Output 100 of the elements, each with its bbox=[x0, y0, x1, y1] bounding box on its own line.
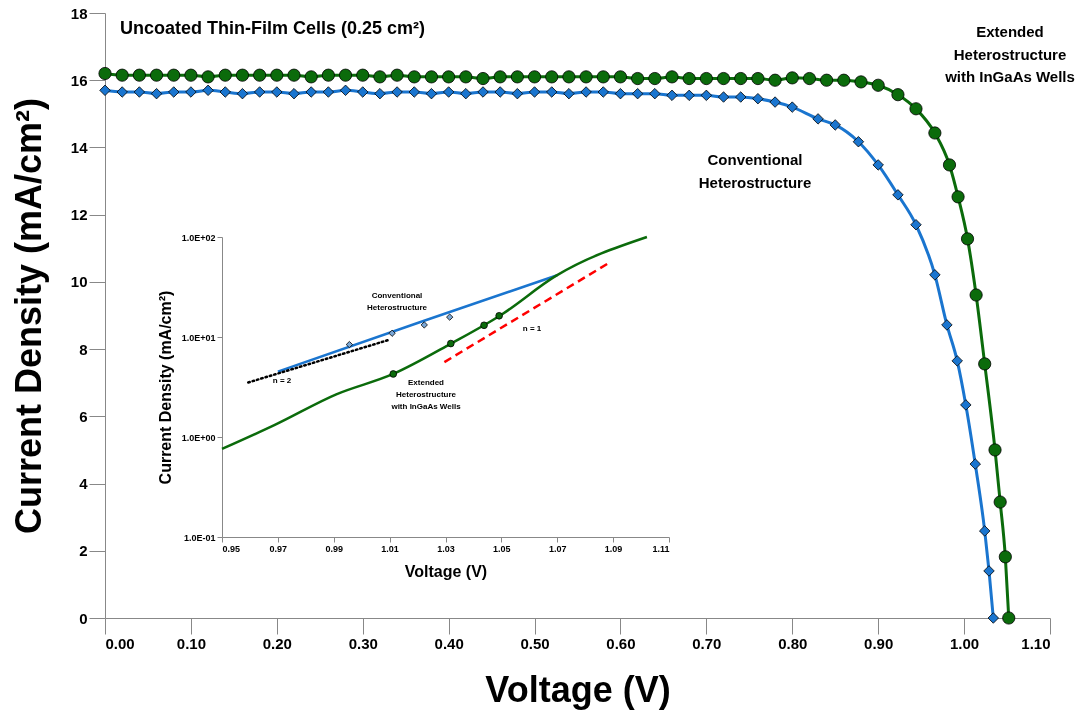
y-tick-label: 10 bbox=[70, 273, 88, 291]
point bbox=[407, 70, 421, 84]
point bbox=[786, 101, 798, 113]
x-tick-label: 1.05 bbox=[493, 543, 511, 554]
x-tick-label: 0.70 bbox=[692, 634, 722, 652]
point bbox=[322, 86, 335, 98]
y-tick-label: 1.0E-01 bbox=[183, 532, 216, 543]
point bbox=[734, 72, 748, 86]
point bbox=[987, 612, 999, 624]
point bbox=[802, 72, 816, 86]
point bbox=[339, 84, 352, 96]
y-tick-label: 4 bbox=[79, 475, 89, 493]
point bbox=[185, 86, 197, 98]
point bbox=[202, 84, 214, 96]
point bbox=[969, 288, 983, 302]
point bbox=[717, 91, 730, 103]
y-tick-label: 18 bbox=[70, 4, 88, 22]
point bbox=[98, 66, 112, 81]
point bbox=[494, 86, 506, 98]
y-tick-label: 16 bbox=[70, 71, 88, 89]
point bbox=[424, 70, 438, 84]
point bbox=[339, 68, 353, 82]
point bbox=[304, 70, 318, 84]
point bbox=[929, 269, 941, 281]
x-tick-label: 0.00 bbox=[105, 634, 135, 652]
point bbox=[546, 86, 558, 98]
point bbox=[769, 96, 781, 108]
point bbox=[357, 86, 369, 98]
y-axis-title: Current Density (mA/cm²) bbox=[7, 97, 49, 535]
x-tick-label: 1.03 bbox=[437, 543, 455, 554]
point bbox=[785, 71, 799, 85]
point bbox=[150, 68, 164, 82]
point bbox=[374, 88, 386, 100]
x-tick-label: 0.60 bbox=[606, 634, 636, 652]
point bbox=[563, 88, 575, 100]
point bbox=[998, 550, 1012, 564]
y-tick-label: 14 bbox=[70, 138, 89, 156]
x-tick-label: 0.95 bbox=[222, 543, 241, 554]
series-label: Conventional Heterostructure bbox=[698, 151, 812, 191]
point bbox=[751, 72, 765, 86]
y-tick-label: 6 bbox=[79, 407, 88, 425]
point bbox=[752, 93, 764, 105]
point bbox=[1002, 611, 1016, 625]
point bbox=[596, 70, 610, 84]
point bbox=[218, 68, 232, 82]
x-tick-label: 1.11 bbox=[652, 543, 670, 554]
x-tick-label: 1.09 bbox=[604, 543, 623, 554]
point bbox=[960, 399, 972, 411]
point bbox=[951, 355, 963, 367]
point bbox=[871, 78, 885, 92]
point bbox=[442, 86, 455, 98]
point bbox=[988, 443, 1002, 457]
point bbox=[150, 88, 163, 100]
point bbox=[951, 190, 965, 204]
point bbox=[99, 84, 111, 96]
point bbox=[271, 86, 283, 98]
point bbox=[812, 113, 824, 125]
point bbox=[580, 86, 592, 98]
point bbox=[941, 319, 953, 331]
series-label: n = 2 bbox=[272, 376, 292, 385]
point bbox=[910, 219, 922, 231]
point bbox=[321, 68, 335, 82]
point bbox=[510, 70, 524, 84]
x-tick-label: 0.80 bbox=[778, 634, 808, 652]
y-tick-label: 12 bbox=[70, 206, 88, 224]
point bbox=[978, 357, 992, 371]
x-tick-label: 1.01 bbox=[381, 543, 399, 554]
point bbox=[408, 86, 420, 98]
series-label: n = 1 bbox=[522, 324, 542, 333]
point bbox=[390, 68, 404, 82]
point bbox=[820, 73, 834, 87]
point bbox=[717, 72, 731, 86]
y-tick-label: 1.0E+01 bbox=[181, 332, 216, 343]
point bbox=[460, 88, 472, 100]
series-label: Conventional Heterostructure bbox=[366, 291, 428, 312]
point bbox=[983, 565, 995, 577]
y-axis-title: Current Density (mA/cm²) bbox=[156, 290, 174, 485]
point bbox=[115, 68, 129, 82]
x-tick-label: 0.40 bbox=[434, 634, 464, 652]
point bbox=[545, 70, 559, 84]
point bbox=[665, 70, 679, 84]
point bbox=[614, 88, 627, 100]
point bbox=[969, 458, 981, 470]
point bbox=[768, 73, 782, 87]
point bbox=[852, 136, 865, 148]
point bbox=[442, 70, 456, 84]
point bbox=[116, 86, 128, 98]
point bbox=[942, 158, 957, 172]
point bbox=[700, 89, 713, 101]
point bbox=[511, 88, 524, 100]
point bbox=[236, 88, 249, 100]
point bbox=[613, 70, 627, 84]
point bbox=[579, 70, 593, 84]
series-label: Extended Heterostructure with InGaAs Wells bbox=[390, 378, 462, 411]
point bbox=[666, 89, 678, 101]
point bbox=[597, 86, 609, 98]
point bbox=[699, 72, 713, 86]
point bbox=[631, 88, 644, 100]
x-tick-label: 0.20 bbox=[262, 634, 292, 652]
chart-title: Uncoated Thin-Film Cells (0.25 cm²) bbox=[120, 18, 426, 38]
